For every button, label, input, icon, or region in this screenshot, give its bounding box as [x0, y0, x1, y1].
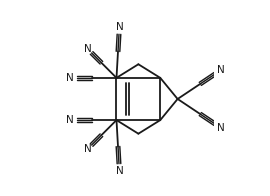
Text: N: N [66, 73, 74, 83]
Text: N: N [66, 115, 74, 125]
Text: N: N [84, 144, 92, 154]
Text: N: N [217, 65, 225, 75]
Text: N: N [116, 166, 124, 176]
Text: N: N [217, 123, 225, 133]
Text: N: N [116, 22, 124, 32]
Text: N: N [84, 44, 92, 54]
